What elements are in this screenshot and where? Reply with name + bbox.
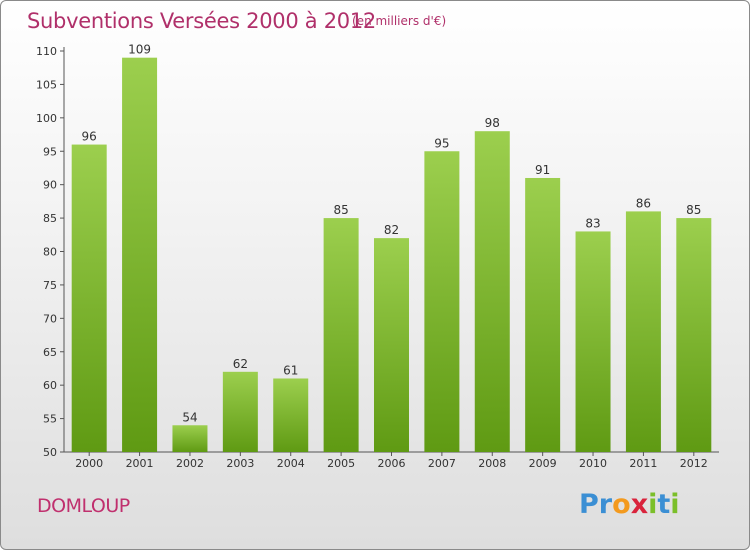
chart-subtitle: (en milliers d'€) — [352, 14, 447, 28]
x-tick-label: 2002 — [176, 457, 204, 470]
bar — [525, 177, 561, 452]
data-label: 82 — [384, 223, 399, 237]
bar — [374, 238, 409, 452]
x-tick-label: 2001 — [126, 457, 154, 470]
y-tick-label: 105 — [36, 78, 57, 91]
bar — [122, 57, 158, 452]
x-tick-label: 2007 — [428, 457, 456, 470]
logo-letter: x — [630, 489, 649, 520]
bars — [71, 57, 712, 453]
logo-letter: t — [657, 489, 671, 520]
data-label: 109 — [128, 43, 151, 57]
x-tick-label: 2006 — [378, 457, 406, 470]
x-tick-label: 2005 — [327, 457, 355, 470]
logo-letter: i — [648, 489, 658, 520]
x-tick-label: 2009 — [529, 457, 557, 470]
y-tick-label: 100 — [36, 112, 57, 125]
bar — [474, 131, 510, 452]
value-labels: 96 109 54 62 61 85 82 95 98 91 83 86 85 — [82, 43, 702, 425]
data-label: 62 — [233, 357, 248, 371]
x-tick-label: 2004 — [277, 457, 305, 470]
x-tick-label: 2012 — [680, 457, 708, 470]
logo-letter: i — [670, 489, 680, 520]
y-tick-label: 80 — [43, 246, 57, 259]
y-tick-label: 85 — [43, 212, 57, 225]
y-tick-label: 90 — [43, 179, 57, 192]
bar — [424, 151, 460, 452]
commune-name: DOMLOUP — [37, 495, 130, 517]
data-label: 98 — [485, 116, 500, 130]
data-label: 96 — [82, 130, 97, 144]
bar — [625, 211, 661, 452]
y-tick-label: 65 — [43, 346, 57, 359]
chart-title: Subventions Versées 2000 à 2012 — [27, 9, 376, 33]
y-tick-label: 50 — [43, 446, 57, 459]
bar — [71, 144, 107, 453]
bar — [676, 218, 712, 452]
y-tick-label: 110 — [36, 45, 57, 58]
y-tick-label: 70 — [43, 312, 57, 325]
data-label: 54 — [182, 410, 197, 424]
data-label: 85 — [686, 203, 701, 217]
x-axis: 2000 2001 2002 2003 2004 2005 2006 2007 2008 2009… — [64, 451, 719, 470]
y-tick-label: 95 — [43, 145, 57, 158]
proxiti-logo: Proxiti — [579, 489, 680, 520]
data-label: 86 — [636, 196, 651, 210]
x-tick-label: 2003 — [226, 457, 254, 470]
y-tick-label: 75 — [43, 279, 57, 292]
bar — [222, 371, 258, 452]
x-tick-label: 2000 — [75, 457, 103, 470]
bar — [273, 378, 309, 452]
data-label: 61 — [283, 363, 298, 377]
logo-letter: r — [598, 489, 613, 520]
bar — [323, 218, 359, 452]
data-label: 85 — [333, 203, 348, 217]
logo-letter: P — [579, 489, 599, 520]
data-label: 91 — [535, 163, 550, 177]
data-label: 83 — [585, 216, 600, 230]
x-tick-label: 2008 — [478, 457, 506, 470]
logo-letter: o — [612, 489, 631, 520]
y-axis: 50 55 60 65 70 75 80 85 90 95 100 105 110 — [36, 45, 65, 459]
y-tick-label: 60 — [43, 379, 57, 392]
y-tick-label: 55 — [43, 413, 57, 426]
data-label: 95 — [434, 136, 449, 150]
bar — [575, 231, 611, 452]
x-tick-label: 2010 — [579, 457, 607, 470]
bar — [172, 425, 208, 452]
x-tick-label: 2011 — [629, 457, 657, 470]
